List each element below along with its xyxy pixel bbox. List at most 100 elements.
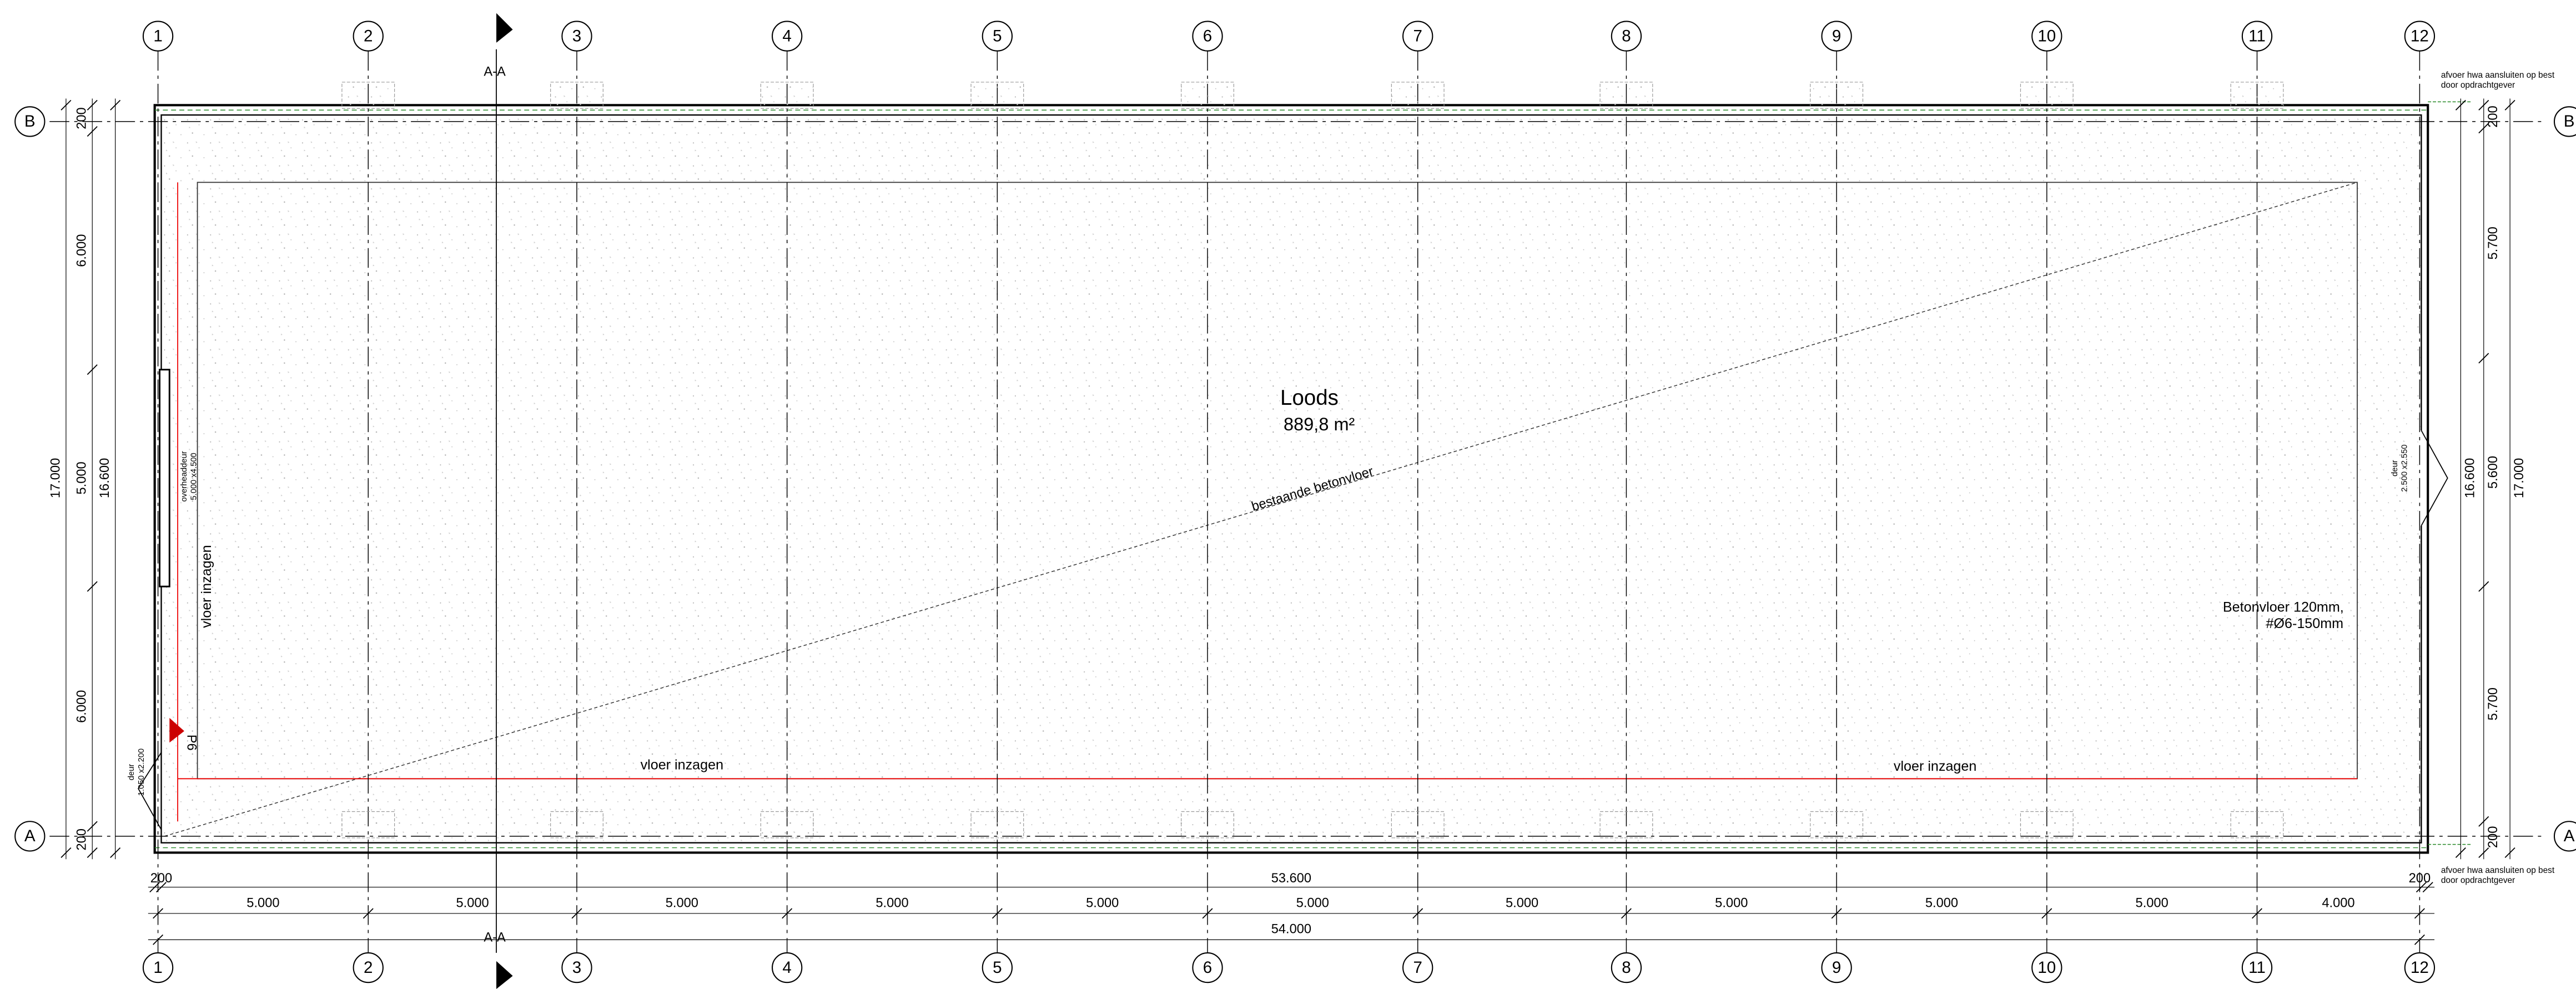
grid-label: 8 bbox=[1622, 27, 1631, 45]
grid-bubble bbox=[1611, 21, 1642, 52]
section-flag bbox=[496, 13, 513, 43]
dim-tick bbox=[1831, 908, 1842, 919]
column-footing bbox=[760, 811, 814, 839]
saw-label: vloer inzagen bbox=[199, 545, 214, 627]
grid-bubble bbox=[561, 952, 592, 983]
outer-wall bbox=[153, 104, 2429, 854]
dim-tick bbox=[1621, 908, 1632, 919]
door-type: overheaddeur bbox=[180, 451, 189, 501]
grid-bubble bbox=[2031, 21, 2062, 52]
room-area: 889,8 m² bbox=[1284, 414, 1355, 434]
dim-text: 4.000 bbox=[2322, 896, 2354, 910]
saw-label: vloer inzagen bbox=[1894, 759, 1976, 774]
dim-tick bbox=[1412, 908, 1423, 919]
dim-tick bbox=[2455, 847, 2466, 858]
drain-note: door opdrachtgever bbox=[2441, 876, 2515, 885]
grid-bubble bbox=[1402, 952, 1433, 983]
dim-tick bbox=[2478, 353, 2489, 364]
dim-text: 5.000 bbox=[75, 461, 89, 494]
grid-label: 2 bbox=[364, 27, 373, 45]
drain-note: afvoer hwa aansluiten op best bbox=[2441, 71, 2555, 80]
marker-label: P6 bbox=[184, 735, 198, 751]
drain-note: door opdrachtgever bbox=[2441, 81, 2515, 90]
grid-bubble bbox=[2404, 21, 2436, 52]
dim-text: 5.000 bbox=[666, 896, 698, 910]
dim-tick bbox=[2504, 99, 2515, 111]
grid-label: 9 bbox=[1832, 958, 1841, 977]
door-type: deur bbox=[2391, 460, 2399, 476]
grid-bubble bbox=[14, 106, 46, 137]
door-size: 1.050 x2.200 bbox=[137, 749, 146, 796]
grid-label: 8 bbox=[1622, 958, 1631, 977]
grid-bubble bbox=[1402, 21, 1433, 52]
door-swing bbox=[2421, 430, 2448, 526]
dim-text: 54.000 bbox=[1271, 922, 1311, 937]
marker-flag bbox=[169, 717, 184, 743]
dim-text: 200 bbox=[150, 871, 172, 886]
dim-text: 200 bbox=[2409, 871, 2431, 886]
dim-tick bbox=[2478, 847, 2489, 858]
dim-text: 5.000 bbox=[1086, 896, 1119, 910]
dim-tick bbox=[153, 934, 164, 945]
grid-label: 9 bbox=[1832, 27, 1841, 45]
column-footing bbox=[341, 811, 395, 839]
grid-label: 3 bbox=[572, 27, 581, 45]
column-footing bbox=[1810, 82, 1864, 109]
column-footing bbox=[550, 82, 603, 109]
grid-label: B bbox=[24, 112, 36, 130]
floor-spec: Betonvloer 120mm, bbox=[2223, 599, 2344, 615]
dim-text: 5.000 bbox=[246, 896, 279, 910]
grid-bubble bbox=[353, 21, 384, 52]
dim-tick bbox=[110, 99, 121, 111]
grid-bubble bbox=[2241, 952, 2273, 983]
section-label: A-A bbox=[484, 931, 506, 945]
dim-text: 17.000 bbox=[2512, 458, 2527, 498]
dim-text: 5.000 bbox=[1925, 896, 1958, 910]
dim-tick bbox=[2416, 882, 2427, 893]
dim-tick bbox=[571, 908, 582, 919]
dim-text: 200 bbox=[2486, 106, 2500, 127]
grid-label: 12 bbox=[2411, 27, 2429, 45]
drain-note: afvoer hwa aansluiten op best bbox=[2441, 866, 2555, 875]
column-footing bbox=[1181, 82, 1234, 109]
dim-tick bbox=[153, 908, 164, 919]
column-footing bbox=[1810, 811, 1864, 839]
dim-text: 6.000 bbox=[75, 690, 89, 723]
dim-tick bbox=[992, 908, 1003, 919]
grid-label: 5 bbox=[993, 958, 1002, 977]
grid-bubble bbox=[772, 952, 803, 983]
column-footing bbox=[760, 82, 814, 109]
floor-spec: #Ø6-150mm bbox=[2266, 616, 2343, 631]
dim-tick bbox=[61, 847, 72, 858]
grid-bubble bbox=[1821, 21, 1852, 52]
dim-text: 53.600 bbox=[1271, 871, 1311, 886]
dim-tick bbox=[87, 847, 98, 858]
column-footing bbox=[1391, 82, 1445, 109]
dim-tick bbox=[782, 908, 793, 919]
dim-text: 5.000 bbox=[1715, 896, 1748, 910]
grid-label: 5 bbox=[993, 27, 1002, 45]
grid-label: 2 bbox=[364, 958, 373, 977]
column-footing bbox=[2020, 811, 2074, 839]
saw-label: vloer inzagen bbox=[641, 757, 723, 772]
dim-text: 5.700 bbox=[2486, 227, 2500, 259]
dim-tick bbox=[2504, 847, 2515, 858]
dim-tick bbox=[363, 908, 374, 919]
grid-bubble bbox=[1611, 952, 1642, 983]
dim-text: 200 bbox=[2486, 826, 2500, 848]
grid-label: 11 bbox=[2248, 27, 2266, 45]
grid-bubble bbox=[142, 21, 174, 52]
grid-bubble bbox=[1821, 952, 1852, 983]
column-footing bbox=[2020, 82, 2074, 109]
column-footing bbox=[1391, 811, 1445, 839]
grid-label: 7 bbox=[1413, 27, 1422, 45]
dim-tick bbox=[2251, 908, 2263, 919]
dim-tick bbox=[1202, 908, 1213, 919]
dim-text: 5.000 bbox=[1296, 896, 1329, 910]
grid-label: 12 bbox=[2411, 958, 2429, 977]
dim-text: 16.600 bbox=[2463, 458, 2477, 498]
door-size: 2.500 x2.550 bbox=[2401, 444, 2409, 491]
door-opening bbox=[2418, 430, 2425, 526]
grid-label: 6 bbox=[1203, 27, 1212, 45]
grid-label: A bbox=[2564, 827, 2575, 845]
